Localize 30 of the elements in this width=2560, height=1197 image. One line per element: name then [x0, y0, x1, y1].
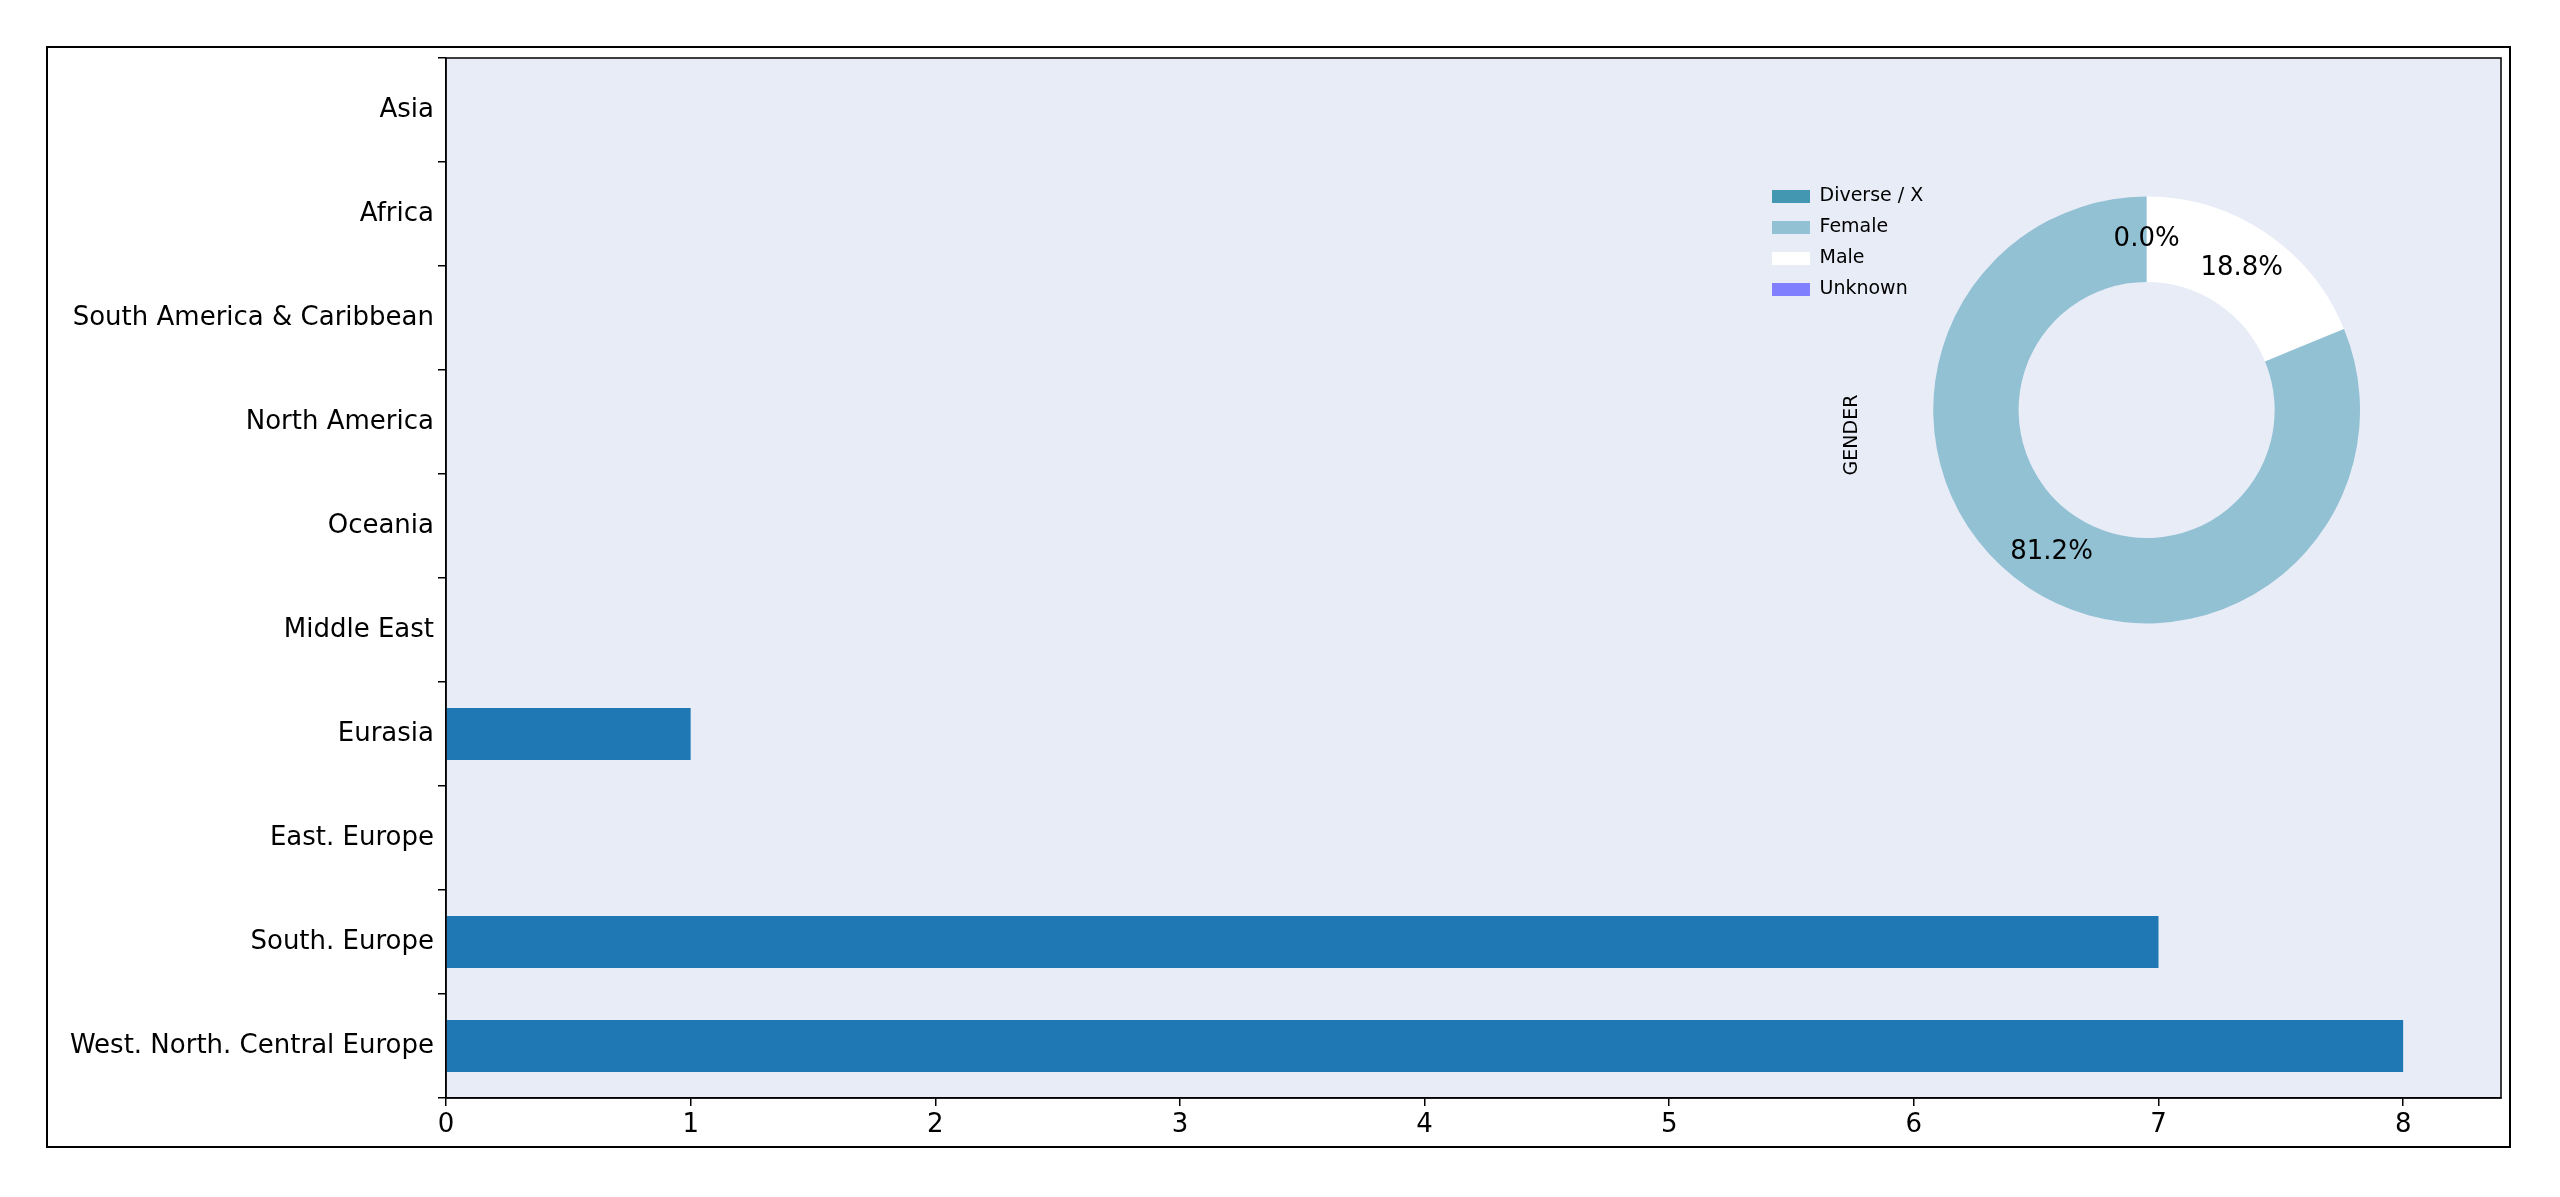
- x-tick-label: 7: [2150, 1108, 2167, 1139]
- y-tick-label: Asia: [379, 92, 434, 123]
- x-tick-label: 1: [682, 1108, 699, 1139]
- data-label: 18.8%: [2200, 250, 2283, 281]
- bar: [446, 708, 691, 760]
- y-tick-label: Africa: [359, 196, 434, 227]
- bar: [446, 1020, 2404, 1072]
- y-tick-label: Middle East: [283, 612, 434, 643]
- x-tick-label: 2: [927, 1108, 944, 1139]
- legend-label: Diverse / X: [1819, 183, 1924, 206]
- x-tick-label: 8: [2394, 1108, 2412, 1139]
- y-tick-label: East. Europe: [269, 820, 434, 851]
- y-tick-label: South. Europe: [250, 924, 434, 955]
- legend-label: Unknown: [1819, 276, 1908, 299]
- legend-label: Male: [1819, 245, 1865, 268]
- bar: [446, 916, 2159, 968]
- y-tick-label: North America: [245, 404, 434, 435]
- y-tick-label: West. North. Central Europe: [69, 1028, 434, 1059]
- text: GENDER: [1838, 394, 1861, 476]
- data-label: 81.2%: [2010, 534, 2093, 565]
- x-tick-label: 5: [1660, 1108, 1678, 1139]
- y-tick-label: Eurasia: [337, 716, 434, 747]
- x-tick-label: 4: [1416, 1108, 1433, 1139]
- x-tick-label: 0: [437, 1108, 455, 1139]
- x-tick-label: 3: [1171, 1108, 1189, 1139]
- text: 0.0%: [2113, 222, 2180, 253]
- x-tick-label: 6: [1905, 1108, 1923, 1139]
- y-tick-label: South America & Caribbean: [72, 300, 434, 331]
- legend-label: Female: [1819, 214, 1889, 237]
- y-tick-label: Oceania: [327, 508, 434, 539]
